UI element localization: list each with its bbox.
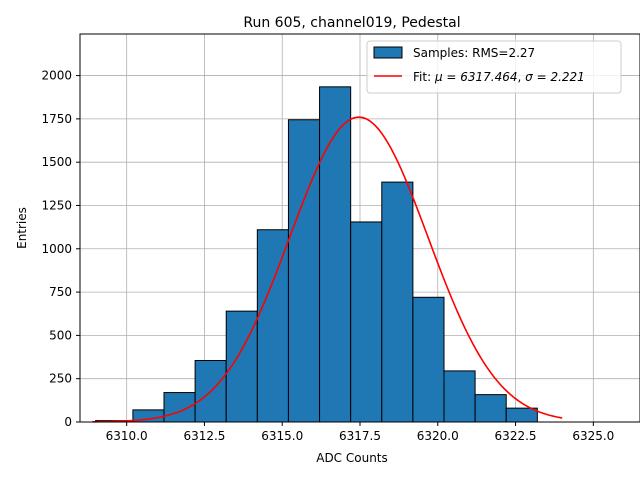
y-axis-label: Entries xyxy=(15,207,29,249)
x-tick-label: 6325.0 xyxy=(572,429,614,443)
y-tick-label: 500 xyxy=(49,328,72,342)
y-tick-label: 1750 xyxy=(41,112,72,126)
histogram-bar xyxy=(505,407,538,423)
x-tick-label: 6310.0 xyxy=(106,429,148,443)
y-tick-label: 0 xyxy=(64,415,72,429)
histogram-bars xyxy=(95,86,538,423)
histogram-bar xyxy=(443,370,476,423)
histogram-bar xyxy=(412,296,445,423)
histogram-bar xyxy=(350,221,383,423)
histogram-bar xyxy=(319,86,352,423)
legend-swatch-histogram xyxy=(373,46,403,59)
y-tick-label: 1250 xyxy=(41,198,72,212)
y-tick-label: 1500 xyxy=(41,155,72,169)
legend: Samples: RMS=2.27 Fit: μ = 6317.464, σ =… xyxy=(366,40,622,94)
histogram-bar xyxy=(474,394,507,423)
x-axis-label: ADC Counts xyxy=(316,451,388,465)
x-tick-label: 6320.0 xyxy=(417,429,459,443)
legend-label-fit: Fit: μ = 6317.464, σ = 2.221 xyxy=(413,70,585,84)
x-tick-label: 6317.5 xyxy=(339,429,381,443)
y-tick-label: 750 xyxy=(49,285,72,299)
y-tick-label: 1000 xyxy=(41,242,72,256)
x-tick-label: 6322.5 xyxy=(495,429,537,443)
y-tick-label: 2000 xyxy=(41,69,72,83)
legend-label-histogram: Samples: RMS=2.27 xyxy=(413,46,535,60)
fit-curve-layer xyxy=(92,116,563,423)
histogram-bar xyxy=(256,229,289,423)
x-axis-ticks: 6310.0 6312.5 6315.0 6317.5 6320.0 6322.5 6325… xyxy=(106,422,614,443)
fit-curve xyxy=(92,116,563,423)
x-tick-label: 6315.0 xyxy=(261,429,303,443)
x-tick-label: 6312.5 xyxy=(183,429,225,443)
y-tick-label: 250 xyxy=(49,372,72,386)
histogram-bar xyxy=(287,119,321,423)
legend-box xyxy=(366,40,622,94)
histogram-bar xyxy=(381,181,414,423)
chart-title: Run 605, channel019, Pedestal xyxy=(243,15,460,31)
y-axis-ticks: 0 250 500 750 1000 1250 1500 1750 2000 xyxy=(41,69,80,429)
